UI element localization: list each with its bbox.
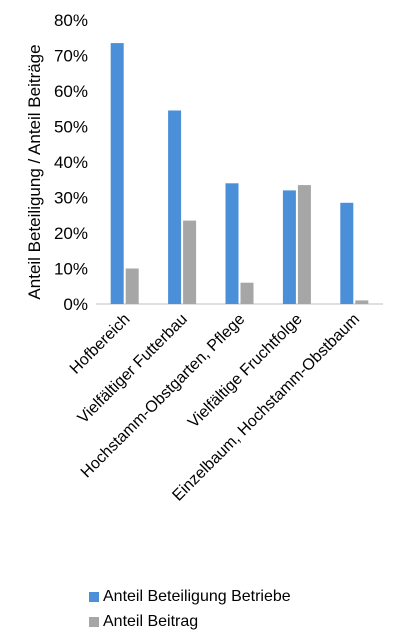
bar-series-1 — [340, 202, 354, 304]
bar-series-2 — [297, 185, 311, 304]
y-tick-label: 80% — [54, 11, 88, 30]
bar-series-1 — [168, 110, 182, 304]
y-tick-label: 30% — [54, 189, 88, 208]
legend-swatch-series-1 — [89, 591, 99, 602]
y-tick-label: 0% — [63, 295, 88, 314]
y-tick-label: 20% — [54, 224, 88, 243]
legend-item-series-2: Anteil Beitrag — [89, 609, 291, 634]
bar-series-2 — [183, 220, 197, 304]
x-category-label: Vielfältige Fruchtfolge — [185, 311, 306, 432]
bars-group — [110, 43, 369, 304]
bar-series-2 — [125, 268, 139, 304]
bar-series-2 — [240, 282, 254, 304]
legend-swatch-series-2 — [89, 616, 99, 627]
legend-label-series-2: Anteil Beitrag — [103, 612, 199, 630]
bar-series-2 — [355, 300, 369, 304]
y-axis-title: Anteil Beteiligung / Anteil Beiträge — [25, 44, 44, 299]
legend: Anteil Beteiligung Betriebe Anteil Beitr… — [89, 584, 291, 634]
legend-label-series-1: Anteil Beteiligung Betriebe — [103, 587, 291, 605]
y-tick-label: 40% — [54, 153, 88, 172]
y-tick-label: 70% — [54, 47, 88, 66]
y-tick-label: 60% — [54, 82, 88, 101]
legend-item-series-1: Anteil Beteiligung Betriebe — [89, 584, 291, 609]
y-tick-label: 50% — [54, 118, 88, 137]
y-tick-label: 10% — [54, 260, 88, 279]
x-category-label: Vielfältiger Futterbau — [75, 311, 191, 427]
bar-series-1 — [282, 190, 296, 304]
bar-series-1 — [225, 183, 239, 304]
bar-series-1 — [110, 43, 124, 304]
y-axis-ticks: 0% 10% 20% 30% 40% 50% 60% 70% 80% — [54, 11, 88, 314]
